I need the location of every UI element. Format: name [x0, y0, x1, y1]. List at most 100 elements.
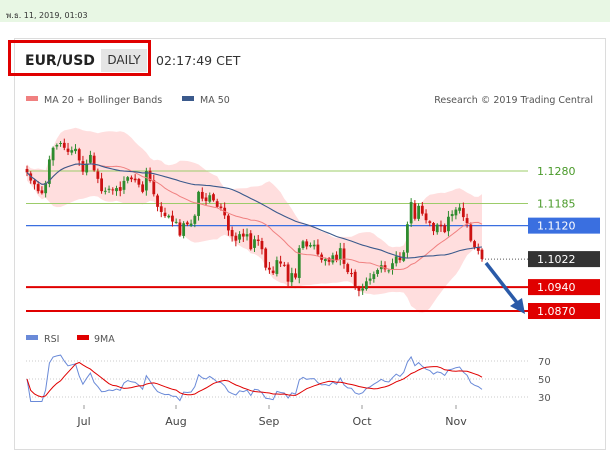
candle-body: [424, 213, 428, 221]
candle: [297, 245, 301, 284]
candle: [115, 185, 118, 196]
candle-body: [208, 195, 212, 202]
candle-body: [115, 188, 118, 192]
candle-body: [238, 234, 241, 240]
candle: [305, 239, 309, 250]
candle-body: [234, 235, 238, 241]
candle-body: [461, 208, 465, 218]
candle: [118, 181, 122, 197]
x-tick-label: Oct: [352, 415, 372, 428]
candle: [447, 210, 450, 237]
candle: [454, 207, 458, 220]
candle-body: [387, 270, 391, 272]
credit-label: Research © 2019 Trading Central: [434, 95, 593, 106]
rsi-tick-label: 30: [538, 393, 551, 404]
candle-body: [428, 221, 432, 223]
candle-body: [70, 150, 74, 153]
candle: [346, 262, 350, 275]
candle-body: [81, 161, 85, 172]
resistance-label: 1.1280: [537, 165, 576, 178]
candle: [435, 223, 439, 235]
candle-body: [25, 168, 29, 173]
bollinger-legend-label: MA 20 + Bollinger Bands: [44, 95, 162, 106]
candle-body: [193, 215, 197, 224]
candle-body: [398, 257, 402, 261]
candle-body: [107, 188, 111, 190]
last-price-tag: [528, 251, 600, 268]
candle-body: [342, 248, 346, 264]
candle: [130, 175, 133, 183]
candle-body: [226, 215, 230, 231]
candle-body: [137, 178, 141, 185]
x-tick-label: Sep: [259, 415, 280, 428]
candle: [391, 258, 394, 275]
candle-body: [174, 221, 178, 223]
candle: [338, 242, 342, 266]
candle: [36, 181, 40, 194]
candle: [406, 221, 409, 259]
candle: [271, 266, 275, 275]
candle: [260, 237, 264, 255]
candle-body: [156, 195, 159, 207]
candle-body: [182, 223, 186, 236]
timeframe-button[interactable]: DAILY: [101, 49, 147, 72]
candle: [96, 168, 100, 184]
candle: [364, 277, 368, 291]
forecast-arrow-head: [510, 298, 525, 314]
candle: [368, 272, 372, 285]
candle-body: [443, 225, 447, 233]
candle: [428, 220, 432, 227]
candle: [62, 138, 66, 151]
candle-body: [204, 197, 208, 202]
candle-body: [148, 170, 152, 181]
candle: [122, 176, 126, 194]
candle-body: [275, 260, 279, 274]
candle-body: [469, 224, 473, 241]
candle-body: [96, 171, 100, 179]
candle: [47, 155, 51, 188]
candle-body: [476, 247, 480, 251]
candle-body: [447, 216, 450, 232]
candle-body: [316, 244, 320, 255]
candle: [89, 150, 92, 165]
candle-body: [364, 281, 368, 290]
candle-body: [212, 194, 215, 201]
candle-body: [74, 148, 77, 152]
candle-body: [256, 239, 260, 241]
candle-body: [230, 229, 234, 237]
candle: [208, 192, 212, 204]
bollinger-legend-swatch: [26, 96, 38, 101]
candle-body: [357, 287, 361, 291]
candle-body: [450, 214, 454, 217]
rsi-ma-legend-swatch: [77, 335, 89, 340]
candle: [163, 207, 167, 218]
candle-body: [215, 201, 219, 207]
candle-body: [391, 263, 394, 270]
candle: [51, 146, 55, 166]
candle: [81, 155, 85, 175]
candle: [469, 222, 473, 243]
rsi-legend-swatch: [26, 335, 38, 340]
candle: [137, 177, 141, 188]
candle-body: [111, 189, 115, 191]
candle: [409, 198, 413, 228]
candle: [70, 146, 74, 156]
candle-body: [335, 254, 338, 261]
candle-body: [144, 171, 148, 191]
candle-body: [458, 207, 462, 211]
candle-body: [89, 154, 92, 163]
candle: [316, 239, 320, 256]
rsi-ma-line: [26, 361, 483, 398]
candle: [420, 202, 424, 216]
candle: [25, 165, 29, 177]
candle: [167, 214, 171, 219]
candle: [193, 214, 197, 228]
candle-body: [294, 273, 297, 278]
rsi-legend-label: RSI: [44, 334, 59, 345]
candle: [376, 268, 379, 277]
candle-body: [85, 163, 89, 173]
candle: [245, 228, 249, 241]
candle-body: [417, 205, 420, 219]
candle-body: [435, 224, 439, 233]
candle: [66, 142, 70, 156]
